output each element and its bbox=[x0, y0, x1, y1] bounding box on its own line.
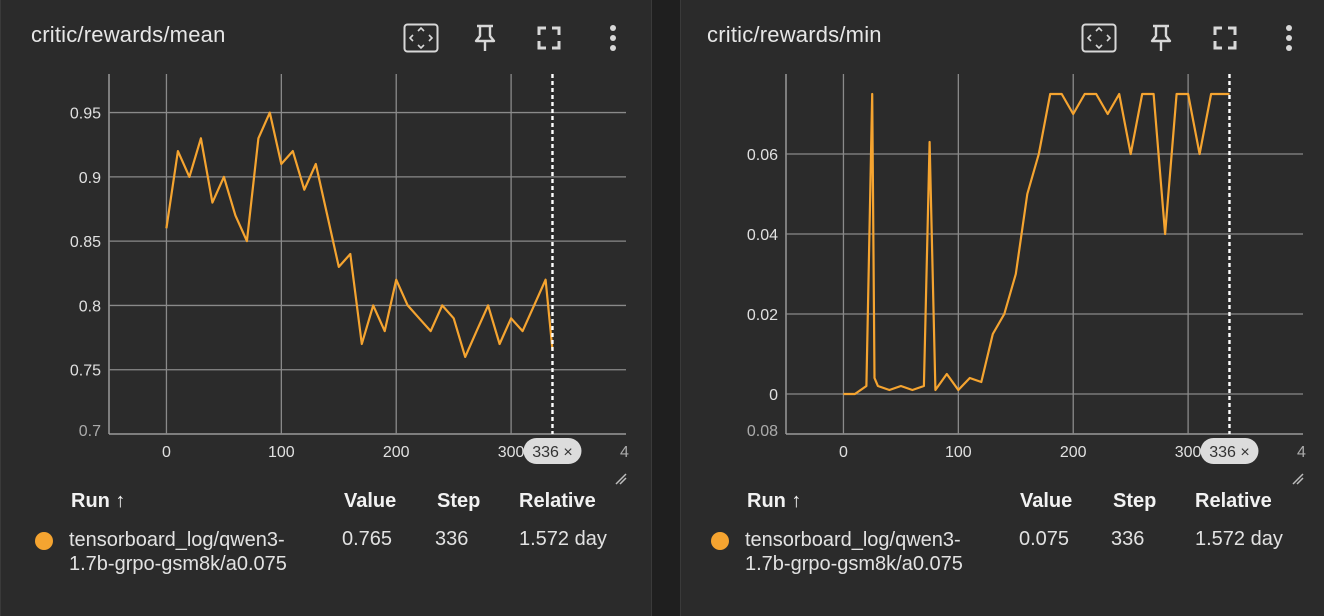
chart-card-mean: critic/rewards/mean 0.95 0.9 0.85 0.8 0.75 0.… bbox=[0, 0, 652, 616]
resize-handle-icon[interactable] bbox=[615, 473, 627, 485]
fit-domain-icon bbox=[1081, 23, 1117, 53]
legend-run-row: tensorboard_log/qwen3-1.7b-grpo-gsm8k/a0… bbox=[711, 528, 995, 576]
badge-label: 336 × bbox=[1209, 444, 1249, 461]
fit-domain-icon bbox=[403, 23, 439, 53]
legend-header-value[interactable]: Value bbox=[1020, 490, 1073, 512]
run-value: 0.765 bbox=[342, 528, 393, 550]
more-vert-icon bbox=[610, 25, 616, 51]
pin-icon bbox=[474, 24, 496, 51]
x-tick-label: 200 bbox=[1060, 444, 1087, 461]
more-options-button[interactable] bbox=[593, 18, 633, 58]
y-tick-label: 0.06 bbox=[747, 147, 778, 164]
legend-header-value[interactable]: Value bbox=[344, 490, 397, 512]
legend-run-row: tensorboard_log/qwen3-1.7b-grpo-gsm8k/a0… bbox=[35, 528, 319, 576]
fit-domain-button[interactable] bbox=[1079, 18, 1119, 58]
run-step: 336 bbox=[1111, 528, 1145, 550]
run-step: 336 bbox=[435, 528, 469, 550]
pin-icon bbox=[1150, 24, 1172, 51]
more-vert-icon bbox=[1286, 25, 1292, 51]
line-chart[interactable]: 0.06 0.04 0.02 0 0.08 0 100 200 300 4 336 × bbox=[681, 60, 1324, 490]
series-line[interactable] bbox=[165, 111, 554, 358]
y-tick-label: 0.04 bbox=[747, 227, 778, 244]
legend-header-relative[interactable]: Relative bbox=[1195, 490, 1272, 512]
pin-button[interactable] bbox=[1141, 18, 1181, 58]
fullscreen-icon bbox=[1213, 26, 1237, 50]
badge-background bbox=[523, 438, 582, 464]
resize-handle-icon[interactable] bbox=[1292, 473, 1304, 485]
y-tick-label-clipped: 0.7 bbox=[79, 423, 101, 440]
x-tick-label: 300 bbox=[498, 444, 525, 461]
y-tick-label: 0 bbox=[769, 387, 778, 404]
legend-header-run[interactable]: Run ↑ bbox=[747, 490, 802, 512]
legend-header-step[interactable]: Step bbox=[1113, 490, 1157, 512]
chart-title: critic/rewards/mean bbox=[31, 22, 226, 47]
y-tick-label: 0.95 bbox=[70, 106, 101, 123]
badge-label: 336 × bbox=[532, 444, 572, 461]
x-tick-label: 0 bbox=[839, 444, 848, 461]
run-color-dot[interactable] bbox=[711, 532, 729, 550]
chart-card-min: critic/rewards/min 0.06 0.04 0.02 0 0.08 0 100… bbox=[680, 0, 1324, 616]
chart-title: critic/rewards/min bbox=[707, 22, 882, 47]
x-tick-label: 100 bbox=[268, 444, 295, 461]
x-tick-label: 0 bbox=[162, 444, 171, 461]
y-tick-label: 0.8 bbox=[79, 298, 101, 315]
x-tick-label: 200 bbox=[383, 444, 410, 461]
y-tick-label: 0.02 bbox=[747, 307, 778, 324]
step-cursor-badge[interactable]: 336 × bbox=[523, 438, 582, 464]
run-value: 0.075 bbox=[1019, 528, 1070, 550]
fullscreen-button[interactable] bbox=[529, 18, 569, 58]
x-tick-label-clipped: 4 bbox=[620, 444, 629, 461]
chart-toolbar bbox=[1079, 18, 1319, 58]
x-tick-label: 100 bbox=[945, 444, 972, 461]
fit-domain-button[interactable] bbox=[401, 18, 441, 58]
chart-toolbar bbox=[399, 18, 639, 58]
legend-header-relative[interactable]: Relative bbox=[519, 490, 596, 512]
run-relative: 1.572 day bbox=[519, 528, 607, 550]
run-name: tensorboard_log/qwen3-1.7b-grpo-gsm8k/a0… bbox=[745, 529, 963, 575]
legend-header-run[interactable]: Run ↑ bbox=[71, 490, 126, 512]
legend-header-step[interactable]: Step bbox=[437, 490, 481, 512]
x-tick-label: 300 bbox=[1175, 444, 1202, 461]
run-color-dot[interactable] bbox=[35, 532, 53, 550]
step-cursor-badge[interactable]: 336 × bbox=[1200, 438, 1259, 464]
x-tick-label-clipped: 4 bbox=[1297, 444, 1306, 461]
series-line[interactable] bbox=[843, 92, 1230, 396]
y-tick-label: 0.9 bbox=[79, 170, 101, 187]
y-tick-label: 0.75 bbox=[70, 363, 101, 380]
pin-button[interactable] bbox=[465, 18, 505, 58]
more-options-button[interactable] bbox=[1269, 18, 1309, 58]
y-tick-label-clipped: 0.08 bbox=[747, 423, 778, 440]
run-name: tensorboard_log/qwen3-1.7b-grpo-gsm8k/a0… bbox=[69, 529, 287, 575]
fullscreen-button[interactable] bbox=[1205, 18, 1245, 58]
run-relative: 1.572 day bbox=[1195, 528, 1283, 550]
fullscreen-icon bbox=[537, 26, 561, 50]
line-chart[interactable]: 0.95 0.9 0.85 0.8 0.75 0.7 0 100 200 300 4 336 × bbox=[1, 60, 651, 490]
badge-background bbox=[1200, 438, 1259, 464]
y-tick-label: 0.85 bbox=[70, 234, 101, 251]
